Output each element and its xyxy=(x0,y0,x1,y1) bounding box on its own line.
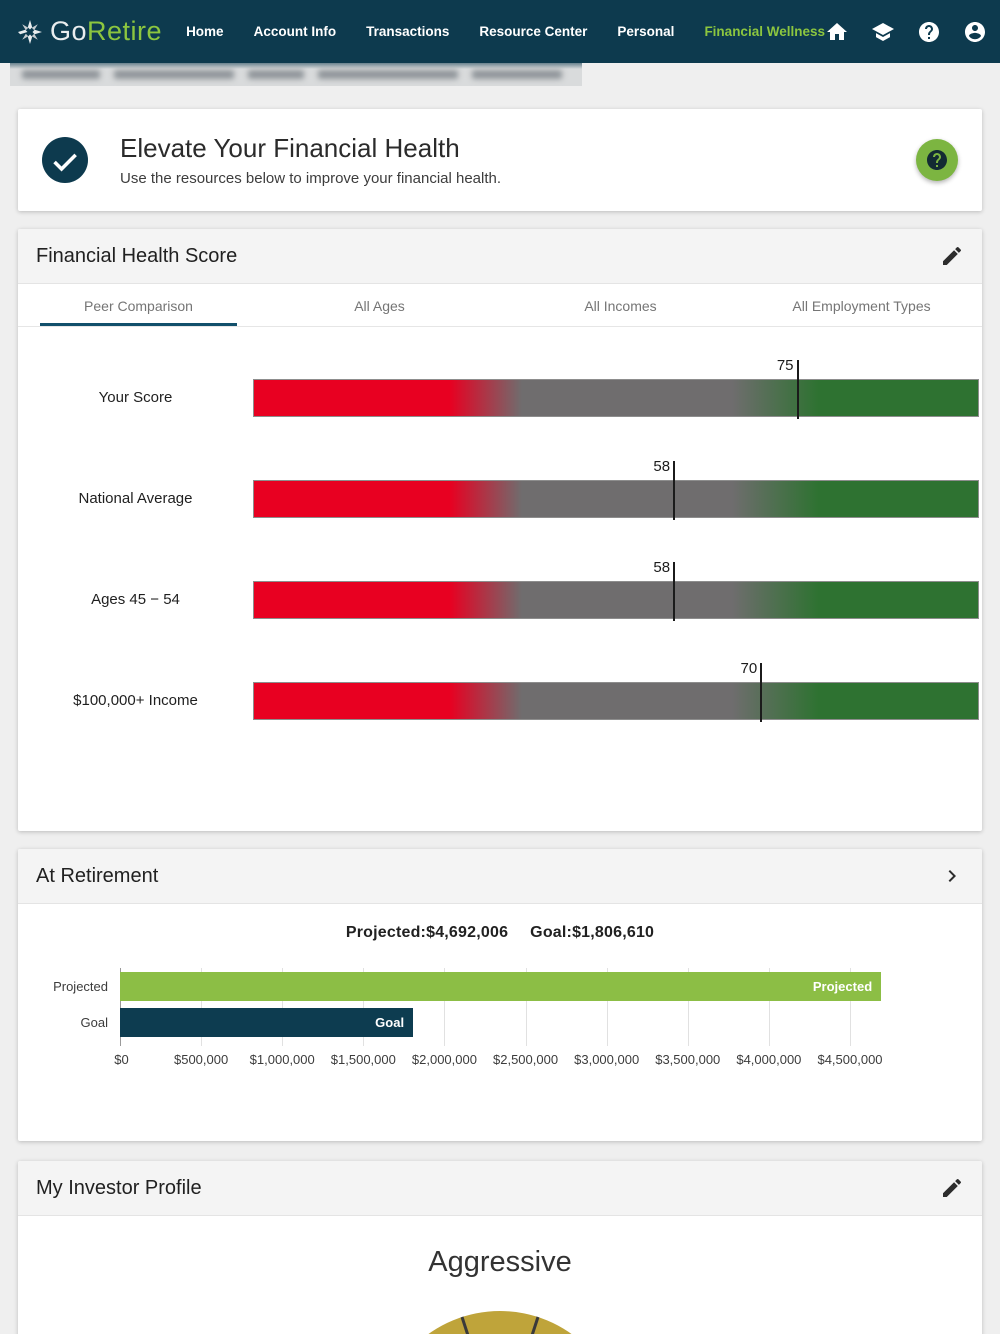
x-axis-tick-label: $4,500,000 xyxy=(817,1052,883,1067)
at-retirement-header: At Retirement xyxy=(18,849,982,904)
nav-item-home[interactable]: Home xyxy=(186,24,224,39)
tab-peer-comparison[interactable]: Peer Comparison xyxy=(18,284,259,326)
financial-health-score-title: Financial Health Score xyxy=(36,244,238,267)
at-retirement-card: At Retirement Projected:$4,692,006 Goal:$… xyxy=(18,849,982,1141)
financial-health-score-header: Financial Health Score xyxy=(18,229,982,284)
x-axis-tick-label: $1,500,000 xyxy=(330,1052,396,1067)
score-gradient-bar xyxy=(253,580,979,619)
x-axis-tick-label: $2,500,000 xyxy=(493,1052,559,1067)
chevron-right-icon[interactable] xyxy=(940,864,964,888)
score-marker: 58 xyxy=(653,559,676,621)
score-row-label: $100,000+ Income xyxy=(73,692,198,709)
hero-card: Elevate Your Financial Health Use the re… xyxy=(18,109,982,211)
x-axis-tick-label: $1,000,000 xyxy=(249,1052,315,1067)
x-axis-tick-label: $500,000 xyxy=(173,1052,229,1067)
chart-gridline xyxy=(444,968,446,1046)
nav-item-resource-center[interactable]: Resource Center xyxy=(479,24,588,39)
score-row-label: National Average xyxy=(78,490,193,507)
bar-goal: Goal xyxy=(120,1008,414,1037)
investor-profile-card: My Investor Profile Aggressive xyxy=(18,1161,982,1334)
check-circle-icon xyxy=(42,137,88,183)
score-value: 58 xyxy=(653,457,671,475)
nav-item-account-info[interactable]: Account Info xyxy=(253,24,337,39)
tab-all-ages[interactable]: All Ages xyxy=(354,298,405,314)
compass-logo-icon xyxy=(18,19,42,44)
score-marker: 58 xyxy=(653,458,676,520)
nav-links: Home Account Info Transactions Resource … xyxy=(186,24,825,39)
chart-gridline xyxy=(282,968,284,1046)
bar-projected: Projected xyxy=(120,972,882,1001)
projected-label: Projected: xyxy=(345,924,427,941)
edit-icon[interactable] xyxy=(940,244,964,268)
bar-inside-label: Goal xyxy=(375,1015,405,1030)
chart-gridline xyxy=(201,968,203,1046)
chart-gridline xyxy=(363,968,365,1046)
help-icon[interactable] xyxy=(917,20,941,44)
x-axis-tick-label: $2,000,000 xyxy=(411,1052,477,1067)
score-value: 70 xyxy=(740,659,758,677)
score-gradient-bar xyxy=(253,681,979,720)
bar-row-label: Goal xyxy=(80,1015,108,1030)
risk-gauge-chart xyxy=(428,1311,572,1334)
score-gradient-bar xyxy=(253,378,979,417)
redacted-info-bar xyxy=(10,63,582,86)
brand-go: Go xyxy=(50,16,88,46)
goal-value: $1,806,610 xyxy=(572,924,655,941)
score-value: 75 xyxy=(776,356,794,374)
retirement-summary: Projected:$4,692,006 Goal:$1,806,610 xyxy=(18,924,982,942)
chart-gridline xyxy=(606,968,608,1046)
chart-gridline xyxy=(687,968,689,1046)
risk-level-label: Aggressive xyxy=(428,1246,572,1278)
education-icon[interactable] xyxy=(871,20,895,44)
nav-icons xyxy=(825,20,1000,44)
x-axis-tick-label: $4,000,000 xyxy=(736,1052,802,1067)
score-marker: 70 xyxy=(741,660,763,722)
goal-label: Goal: xyxy=(530,924,573,941)
brand-logo[interactable]: GoRetire xyxy=(18,16,162,47)
x-axis-tick-label: $3,000,000 xyxy=(574,1052,640,1067)
bar-inside-label: Projected xyxy=(812,979,873,994)
nav-item-personal[interactable]: Personal xyxy=(617,24,675,39)
score-tabs: Peer Comparison All Ages All Incomes All… xyxy=(18,284,982,327)
score-row: Ages 45 − 54 58 xyxy=(18,549,982,650)
edit-icon[interactable] xyxy=(940,1176,964,1200)
score-row: Your Score 75 xyxy=(18,347,982,448)
chart-gridline xyxy=(850,968,851,1046)
help-fab-icon xyxy=(927,150,947,170)
score-value: 58 xyxy=(653,558,671,576)
x-axis-tick-label: $3,500,000 xyxy=(655,1052,721,1067)
bar-row-label: Projected xyxy=(53,979,108,994)
score-gradient-bar xyxy=(253,479,979,518)
chart-gridline xyxy=(525,968,527,1046)
score-row: $100,000+ Income 70 xyxy=(18,650,982,751)
top-nav: GoRetire Home Account Info Transactions … xyxy=(0,0,1000,63)
score-row-label: Your Score xyxy=(98,389,173,406)
risk-gauge xyxy=(18,1311,982,1334)
account-icon[interactable] xyxy=(963,20,987,44)
nav-item-transactions[interactable]: Transactions xyxy=(366,24,450,39)
score-rows: Your Score 75 National Average 58 Ages 45 − … xyxy=(18,327,982,751)
projected-value: $4,692,006 xyxy=(426,924,509,941)
help-fab-button[interactable] xyxy=(916,139,958,181)
score-row-label: Ages 45 − 54 xyxy=(91,591,180,608)
hero-title: Elevate Your Financial Health xyxy=(120,133,460,163)
nav-item-financial-wellness[interactable]: Financial Wellness xyxy=(704,24,825,39)
tab-all-employment-types[interactable]: All Employment Types xyxy=(792,298,931,314)
brand-retire: Retire xyxy=(87,16,163,46)
home-icon[interactable] xyxy=(825,20,849,44)
at-retirement-title: At Retirement xyxy=(36,864,159,887)
retirement-bar-chart: $0 $500,000 $1,000,000 $1,500,000 $2,000,000… xyxy=(53,968,930,1067)
hero-subtitle: Use the resources below to improve your … xyxy=(120,170,502,187)
chart-gridline xyxy=(768,968,770,1046)
financial-health-score-card: Financial Health Score Peer Comparison A… xyxy=(18,229,982,831)
score-marker: 75 xyxy=(777,357,799,419)
score-row: National Average 58 xyxy=(18,448,982,549)
investor-profile-title: My Investor Profile xyxy=(36,1176,202,1199)
investor-profile-header: My Investor Profile xyxy=(18,1161,982,1216)
tab-all-incomes[interactable]: All Incomes xyxy=(584,298,657,314)
chart-gridline xyxy=(120,968,121,1046)
x-axis-tick-label: $0 xyxy=(114,1052,129,1067)
